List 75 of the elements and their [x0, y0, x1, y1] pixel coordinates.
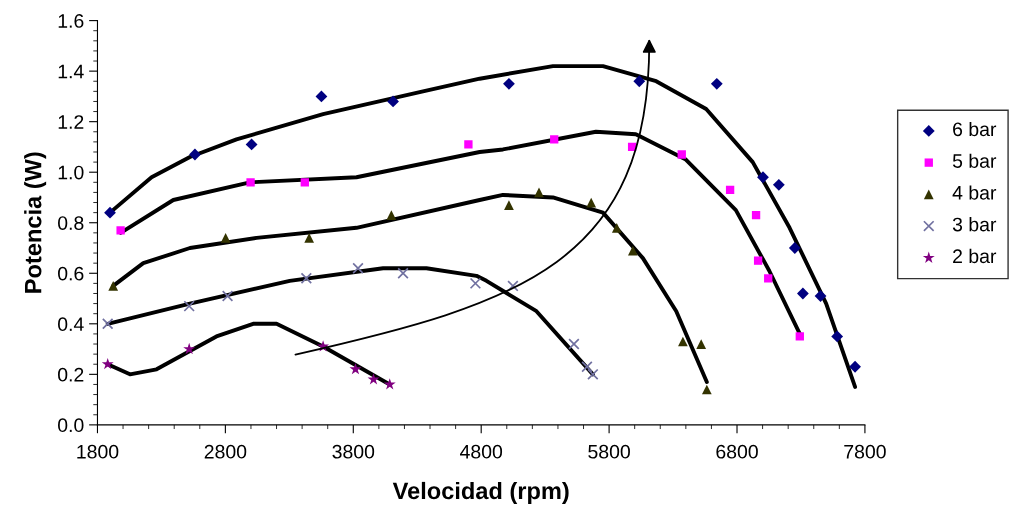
point [581, 361, 593, 373]
y-tick-label: 1.6 [58, 14, 84, 28]
point [753, 256, 763, 265]
point [246, 178, 255, 187]
point [220, 233, 231, 243]
y-tick-label: 0.6 [58, 266, 84, 281]
x-axis-title: Velocidad (rpm) [392, 481, 569, 504]
point [300, 178, 309, 187]
point [633, 75, 646, 88]
y-axis-title: Potencia (W) [24, 152, 47, 293]
point [772, 178, 785, 191]
point [628, 245, 638, 256]
point [349, 363, 362, 375]
point [469, 277, 482, 290]
point [550, 135, 559, 144]
point [104, 206, 116, 219]
y-tick-label: 1.0 [58, 165, 84, 180]
point [587, 368, 599, 381]
point [507, 280, 519, 292]
legend-label: 5 bar [952, 153, 997, 168]
point [300, 272, 313, 285]
point [849, 360, 861, 373]
x-tick-label: 1800 [77, 444, 119, 459]
point [751, 210, 761, 220]
point [221, 290, 234, 302]
point [245, 138, 258, 151]
y-tick-label: 0.0 [58, 418, 84, 433]
point [757, 171, 769, 184]
point [101, 357, 114, 370]
point [315, 90, 328, 103]
point [725, 185, 735, 195]
y-tick-label: 0.2 [58, 367, 84, 382]
y-tick-label: 1.2 [58, 115, 84, 129]
x-tick-label: 7800 [844, 444, 886, 459]
legend-label: 4 bar [952, 185, 997, 200]
x-tick-label: 6800 [716, 444, 758, 459]
point [586, 197, 597, 208]
point [764, 274, 773, 283]
point [788, 242, 801, 254]
point [796, 287, 809, 300]
point [183, 300, 195, 312]
point [795, 332, 804, 341]
point [696, 339, 707, 349]
point [503, 77, 515, 90]
point [814, 290, 827, 302]
point [189, 148, 201, 161]
point [304, 233, 315, 243]
point [611, 222, 622, 233]
y-tick-label: 0.8 [58, 216, 84, 230]
legend-label: 6 bar [953, 121, 997, 137]
legend-label: 2 bar [953, 248, 997, 264]
y-tick-label: 0.4 [58, 317, 84, 332]
point [116, 226, 125, 235]
point [464, 140, 473, 149]
y-tick-label: 1.4 [58, 64, 84, 79]
point [568, 338, 580, 350]
x-tick-label: 5800 [588, 444, 630, 459]
point [678, 336, 688, 347]
x-tick-label: 3800 [332, 444, 375, 459]
x-tick-label: 4800 [460, 444, 503, 459]
point [677, 150, 686, 159]
point [367, 373, 380, 385]
point [108, 281, 119, 291]
point [387, 95, 399, 108]
point [102, 318, 114, 330]
point [701, 384, 712, 395]
point [386, 210, 397, 221]
point [352, 262, 364, 274]
point [183, 342, 196, 355]
point [831, 330, 844, 343]
point [504, 200, 514, 210]
x-tick-label: 2800 [204, 444, 247, 459]
point [397, 267, 409, 279]
legend-label: 3 bar [952, 217, 997, 232]
point [710, 77, 723, 90]
